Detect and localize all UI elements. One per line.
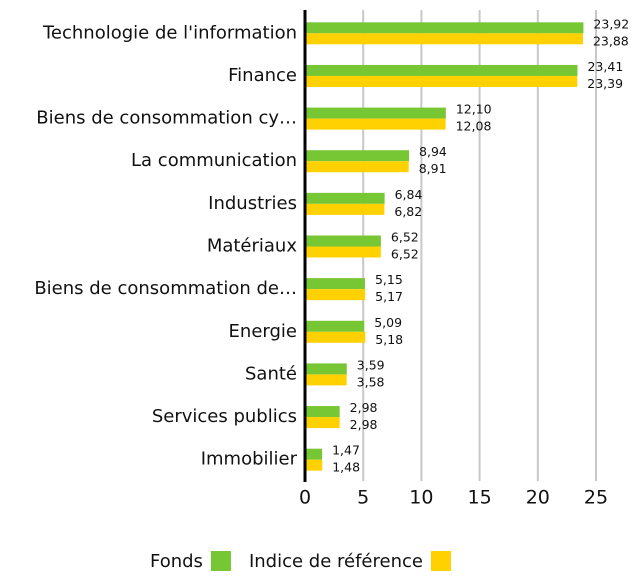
y-tick-label: Technologie de l'information [42,22,297,43]
value-label: 8,94 [419,144,447,159]
y-tick-label: Services publics [152,406,297,427]
bar [305,459,323,471]
bar [305,22,584,34]
value-label: 2,98 [350,417,378,432]
y-tick-label: Biens de consommation de… [34,278,297,299]
y-tick-label: Santé [245,363,297,384]
legend-swatch [430,551,451,571]
legend-swatch [210,551,231,571]
value-label: 23,92 [593,16,629,31]
bar [305,406,340,418]
x-tick-label: 10 [409,487,433,509]
value-label: 8,91 [419,161,447,176]
value-label: 23,41 [587,59,623,74]
y-tick-label: Biens de consommation cy… [36,108,297,129]
bar [305,278,365,290]
y-tick-label: Matériaux [207,236,298,257]
value-label: 23,39 [587,76,623,91]
value-label: 5,09 [374,315,402,330]
bar [305,64,578,76]
y-tick-label: Industries [208,193,297,214]
bar [305,374,347,386]
bar [305,75,578,87]
bar [305,150,410,162]
bar [305,320,365,332]
legend-label: Indice de référence [249,551,423,572]
value-label: 6,52 [391,230,419,245]
value-label: 3,58 [357,374,385,389]
x-tick-label: 25 [584,487,608,509]
value-label: 12,08 [456,119,492,134]
bar [305,235,381,247]
bar [305,289,366,301]
bar [305,417,340,429]
value-label: 1,48 [332,460,360,475]
value-label: 1,47 [332,443,360,458]
value-label: 3,59 [357,357,385,372]
y-tick-label: Immobilier [201,449,298,470]
x-tick-label: 15 [468,487,492,509]
y-tick-label: Energie [229,321,297,342]
y-tick-label: Finance [228,65,297,86]
bar [305,203,385,215]
value-label: 5,15 [375,272,403,287]
value-label: 6,52 [391,247,419,262]
x-tick-label: 0 [299,487,311,509]
value-label: 5,17 [375,289,403,304]
bar [305,363,347,375]
x-tick-label: 5 [357,487,369,509]
value-label: 5,18 [375,332,403,347]
x-tick-label: 20 [526,487,550,509]
value-label: 2,98 [350,400,378,415]
bar [305,192,385,204]
bar [305,118,446,130]
value-label: 12,10 [456,102,492,117]
bar [305,161,409,173]
bar [305,246,381,258]
legend-label: Fonds [150,551,203,572]
value-label: 6,82 [394,204,422,219]
bar [305,33,583,45]
value-label: 23,88 [593,33,629,48]
value-label: 6,84 [395,187,423,202]
bar [305,107,446,119]
y-tick-label: La communication [131,150,297,171]
bar [305,331,366,343]
bar [305,448,323,460]
